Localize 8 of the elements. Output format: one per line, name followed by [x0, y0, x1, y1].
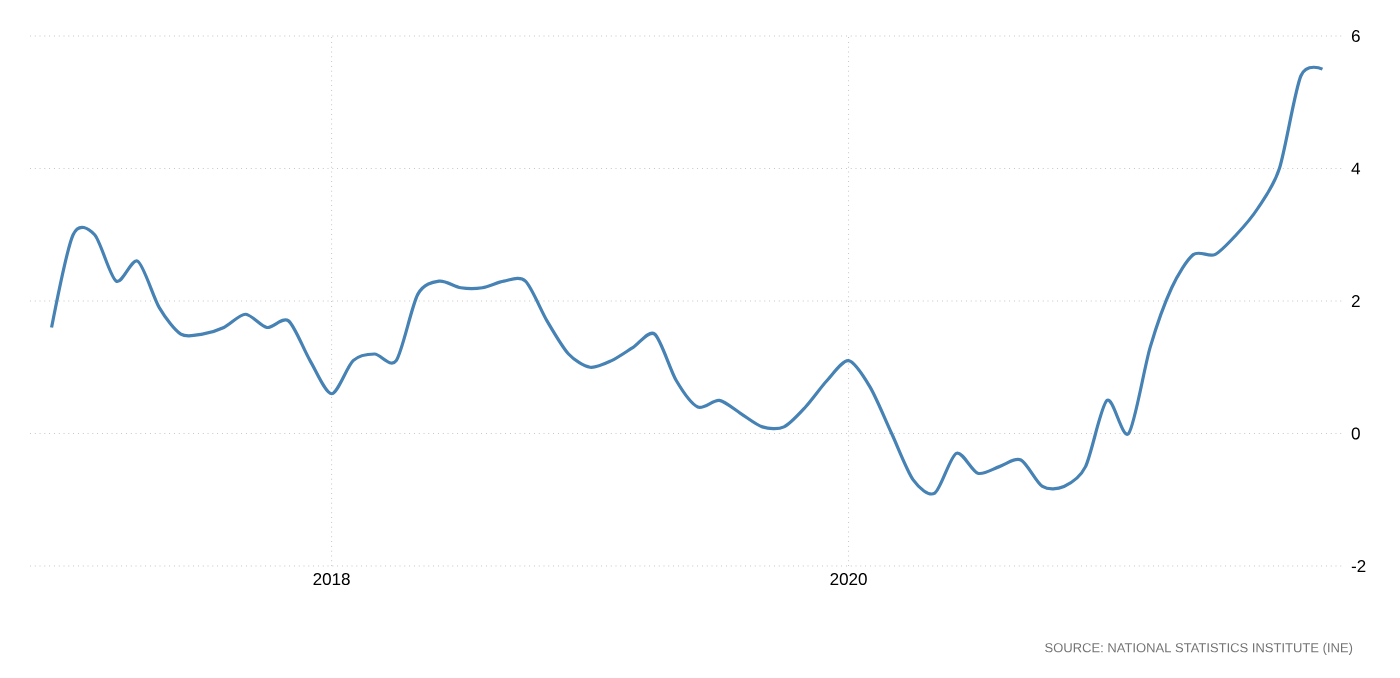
- x-tick-label: 2020: [830, 573, 867, 586]
- x-tick-label: 2018: [313, 573, 350, 586]
- y-tick-label: 2: [1351, 295, 1360, 307]
- y-tick-label: -2: [1351, 560, 1366, 572]
- y-tick-label: 0: [1351, 427, 1360, 440]
- line-series: [49, 67, 1325, 495]
- y-tick-label: 6: [1351, 30, 1360, 43]
- y-tick-label: 4: [1351, 162, 1361, 175]
